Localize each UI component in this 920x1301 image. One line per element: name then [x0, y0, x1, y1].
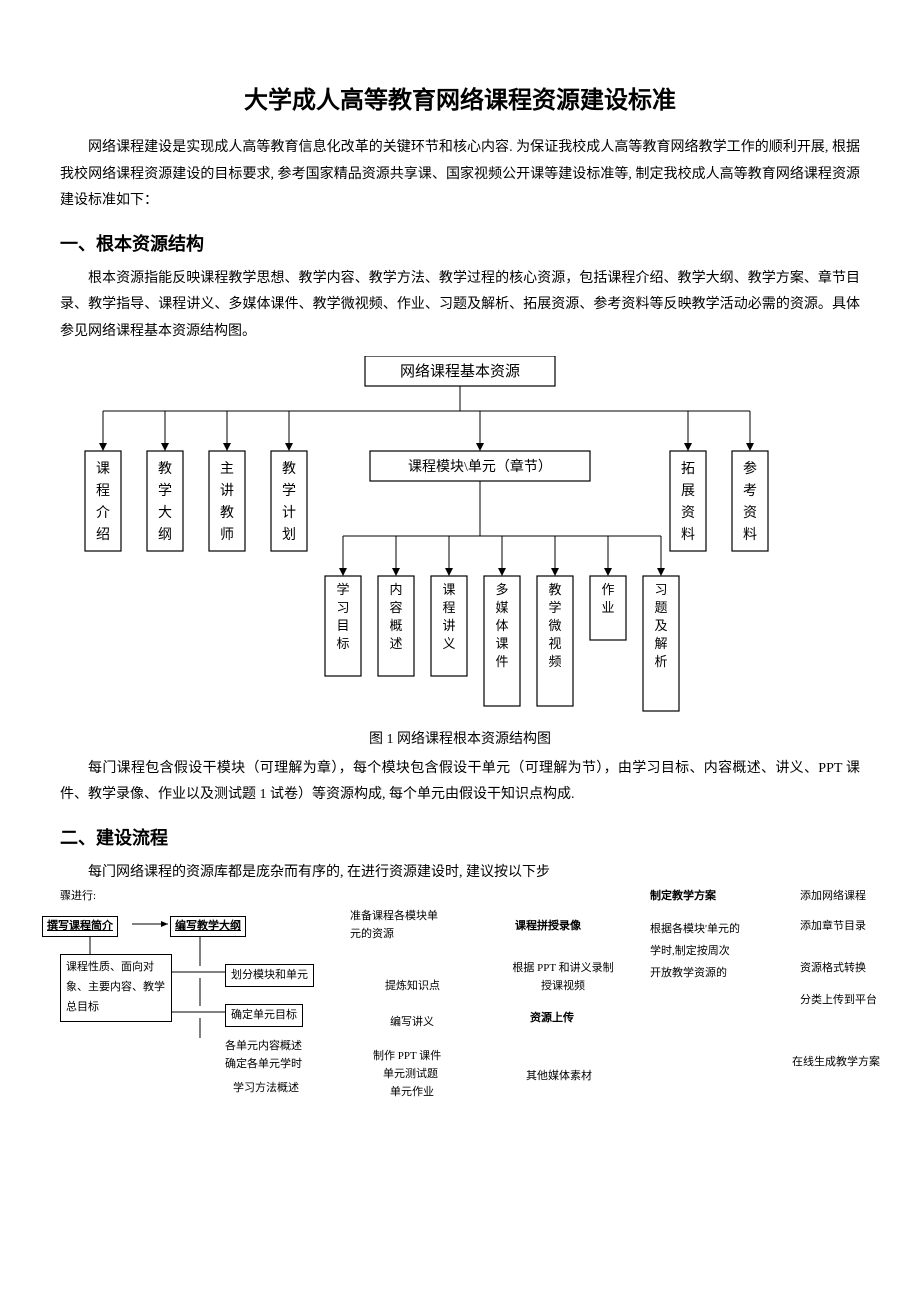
svg-text:课程模块\单元（章节）: 课程模块\单元（章节）	[408, 458, 552, 475]
svg-text:及: 及	[654, 618, 667, 633]
svg-text:拓: 拓	[681, 461, 695, 477]
svg-text:题: 题	[654, 600, 667, 615]
flow-outline-box: 编写教学大纲	[170, 916, 246, 936]
heading-2: 二、建设流程	[60, 824, 860, 850]
flow-col2-item-1: 确定各单元学时	[225, 1056, 302, 1074]
svg-text:体: 体	[495, 618, 508, 633]
svg-text:目: 目	[336, 618, 349, 633]
page: 大学成人高等教育网络课程资源建设标准 网络课程建设是实现成人高等教育信息化改革的…	[0, 0, 920, 1188]
svg-text:学: 学	[336, 582, 349, 597]
flow-diagram: 骤进行: 撰写课程简介 编写教学大纲 课程性质、面向对象、主要内容、教学总目标 …	[10, 888, 900, 1148]
svg-text:述: 述	[389, 636, 402, 651]
flow-col4-sub: 根据 PPT 和讲义录制授课视频	[508, 960, 618, 995]
flow-col5-head: 制定教学方案	[650, 888, 716, 906]
svg-text:介: 介	[96, 505, 110, 521]
svg-text:教: 教	[548, 582, 561, 597]
svg-text:多: 多	[495, 582, 508, 597]
svg-text:容: 容	[389, 600, 402, 615]
svg-text:资: 资	[681, 505, 695, 521]
svg-text:学: 学	[282, 483, 296, 499]
svg-text:料: 料	[681, 527, 695, 543]
svg-text:划: 划	[282, 527, 296, 543]
svg-text:考: 考	[743, 483, 757, 499]
flow-col5-sub: 根据各模块'单元的学时,制定按周次开放教学资源的	[650, 918, 740, 984]
svg-text:解: 解	[654, 636, 667, 651]
flow-target-box: 确定单元目标	[225, 1004, 303, 1026]
svg-text:教: 教	[282, 461, 296, 477]
svg-text:视: 视	[548, 636, 561, 651]
svg-text:大: 大	[158, 505, 172, 521]
svg-text:学: 学	[158, 483, 172, 499]
svg-text:课: 课	[442, 582, 455, 597]
svg-text:师: 师	[220, 527, 234, 543]
para-1b: 每门课程包含假设干模块（可理解为章），每个模块包含假设干单元（可理解为节），由学…	[60, 756, 860, 809]
svg-text:标: 标	[336, 636, 349, 651]
svg-text:讲: 讲	[442, 618, 455, 633]
svg-text:讲: 讲	[220, 483, 234, 499]
flow-col3-item-4: 单元作业	[390, 1084, 434, 1102]
svg-text:媒: 媒	[495, 600, 508, 615]
flow-col2-item-0: 各单元内容概述	[225, 1038, 302, 1056]
svg-text:内: 内	[389, 582, 402, 597]
flow-col3-item-3: 单元测试题	[383, 1066, 438, 1084]
flow-col3-head: 准备课程各模块单元的资源	[350, 908, 440, 943]
flow-col6-item-1: 添加章节目录	[800, 918, 866, 936]
svg-text:学: 学	[548, 600, 561, 615]
svg-text:教: 教	[158, 461, 172, 477]
svg-text:料: 料	[743, 527, 757, 543]
svg-text:程: 程	[96, 483, 110, 499]
flow-col3-item-0: 提炼知识点	[385, 978, 440, 996]
svg-text:微: 微	[548, 618, 561, 633]
flow-col6-item-3: 分类上传到平台	[800, 992, 877, 1010]
flow-intro-box: 撰写课程简介	[42, 916, 118, 936]
doc-title: 大学成人高等教育网络课程资源建设标准	[60, 80, 860, 115]
svg-text:程: 程	[442, 600, 455, 615]
intro-para: 网络课程建设是实现成人高等教育信息化改革的关键环节和核心内容. 为保证我校成人高…	[60, 135, 860, 215]
flow-col3-item-2: 制作 PPT 课件	[373, 1048, 441, 1066]
svg-text:作: 作	[601, 582, 614, 597]
svg-text:概: 概	[389, 618, 402, 633]
para-1: 根本资源指能反映课程教学思想、教学内容、教学方法、教学过程的核心资源，包括课程介…	[60, 266, 860, 346]
svg-text:绍: 绍	[96, 527, 110, 543]
svg-text:展: 展	[681, 484, 695, 499]
svg-text:网络课程基本资源: 网络课程基本资源	[400, 363, 520, 380]
fig1-caption: 图 1 网络课程根本资源结构图	[60, 728, 860, 748]
svg-text:习: 习	[654, 582, 667, 597]
flow-col6-item-5: 在线生成教学方案	[792, 1054, 880, 1072]
flow-col4-upload: 资源上传	[530, 1010, 574, 1028]
flow-col2-item-2: 学习方法概述	[233, 1080, 299, 1098]
flow-col4-other: 其他媒体素材	[526, 1068, 592, 1086]
svg-text:业: 业	[601, 600, 614, 615]
svg-text:课: 课	[96, 461, 110, 477]
svg-text:析: 析	[654, 654, 667, 669]
tree-diagram: 网络课程基本资源课程介绍教学大纲主讲教师教学计划课程模块\单元（章节）拓展资料参…	[60, 356, 860, 716]
svg-text:义: 义	[442, 636, 455, 651]
svg-text:资: 资	[743, 505, 757, 521]
svg-text:习: 习	[336, 600, 349, 615]
para-2a: 每门网络课程的资源库都是庞杂而有序的, 在进行资源建设时, 建议按以下步	[60, 860, 860, 887]
flow-split-box: 划分模块和单元	[225, 964, 314, 986]
svg-text:参: 参	[743, 460, 757, 477]
flow-desc-box: 课程性质、面向对象、主要内容、教学总目标	[60, 954, 172, 1021]
svg-text:课: 课	[495, 636, 508, 651]
svg-text:主: 主	[220, 461, 234, 477]
svg-text:件: 件	[495, 654, 508, 669]
svg-text:计: 计	[282, 505, 296, 521]
heading-1: 一、根本资源结构	[60, 230, 860, 256]
svg-text:纲: 纲	[158, 527, 172, 543]
svg-text:教: 教	[220, 505, 234, 521]
flow-col6-item-2: 资源格式转换	[800, 960, 866, 978]
flow-col6-item-0: 添加网络课程	[800, 888, 866, 906]
flow-col3-item-1: 编写讲义	[390, 1014, 434, 1032]
svg-text:频: 频	[548, 654, 561, 669]
flow-col4-head: 课程拼授录像	[515, 918, 581, 936]
